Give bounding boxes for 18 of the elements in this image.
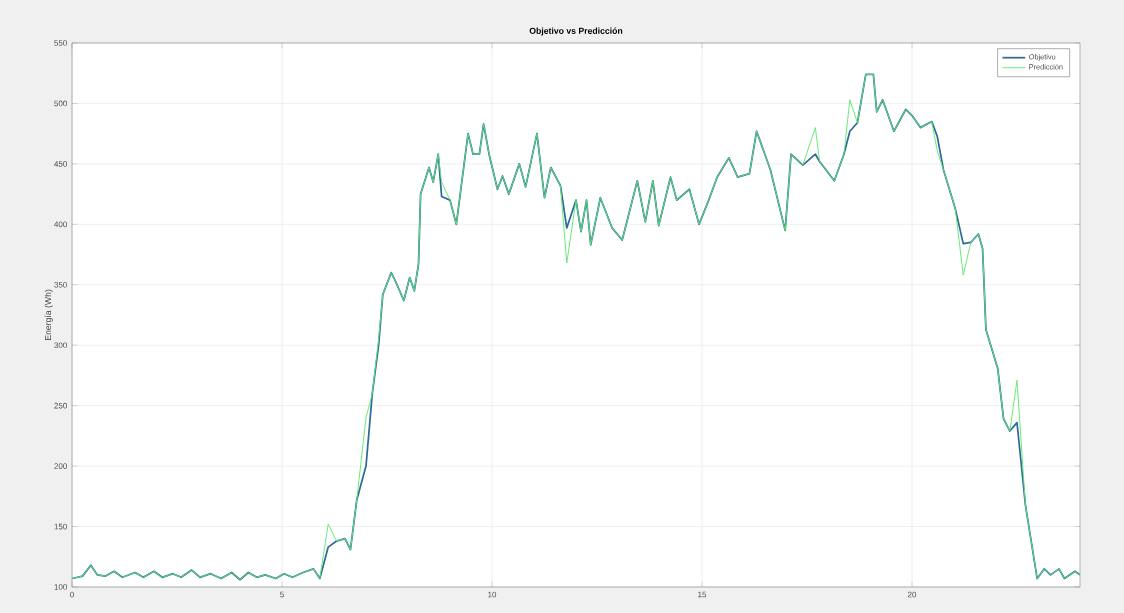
y-tick-label: 350	[54, 281, 67, 288]
x-tick-label: 0	[70, 591, 74, 598]
x-tick-label: 10	[488, 591, 497, 598]
y-tick-label: 550	[54, 40, 67, 46]
line-series	[72, 73, 1080, 581]
chart-title: Objetivo vs Predicción	[529, 27, 623, 36]
y-tick-label: 250	[54, 402, 67, 409]
y-axis-title: Energía (Wh)	[44, 289, 53, 341]
y-tick-label: 200	[54, 463, 67, 469]
x-tick-label: 15	[698, 591, 707, 598]
x-tick-label: 20	[907, 591, 917, 598]
x-tick-label: 5	[280, 591, 284, 598]
y-tick-label: 400	[54, 221, 67, 228]
y-tick-label: 500	[54, 100, 67, 107]
y-tick-label: 450	[54, 161, 67, 167]
y-tick-label: 300	[54, 342, 67, 349]
y-tick-label: 100	[54, 584, 67, 590]
y-tick-label: 150	[54, 523, 67, 530]
